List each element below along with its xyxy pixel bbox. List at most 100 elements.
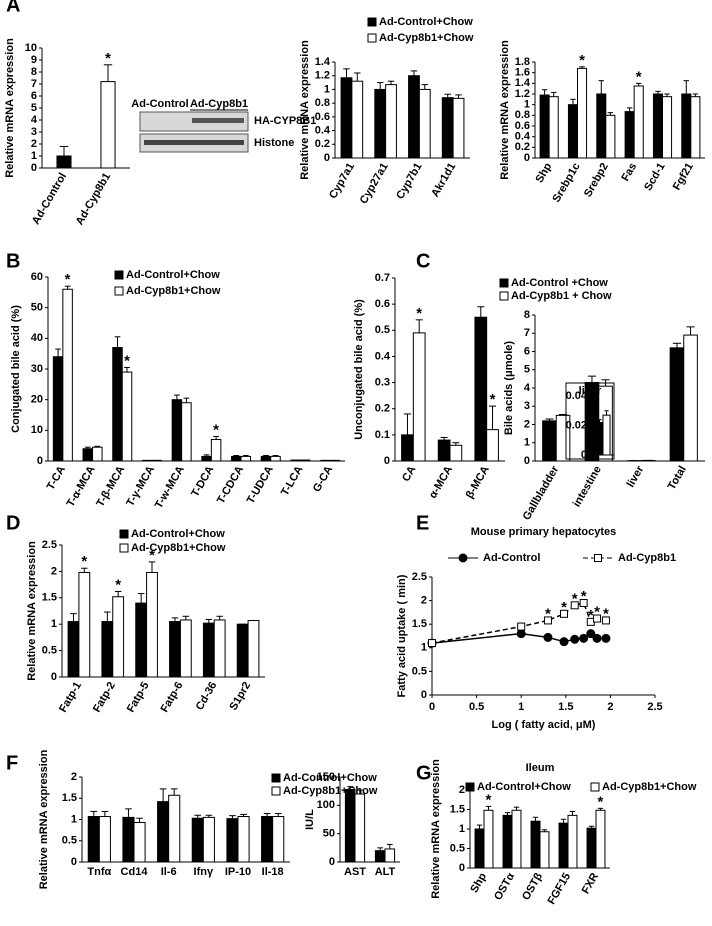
- blot-band-label: Histone: [254, 137, 294, 149]
- bar: [624, 111, 635, 159]
- legend-swatch: [499, 278, 509, 288]
- bar: [483, 809, 494, 869]
- bar: [605, 114, 616, 159]
- bar: [374, 88, 387, 159]
- y-tick-label: 20: [31, 394, 43, 406]
- bar: [92, 446, 103, 462]
- inset-frame: [565, 382, 615, 460]
- y-axis-label: Relative mRNA expression: [26, 541, 38, 681]
- significance: *: [490, 391, 496, 408]
- legend-label: Ad-Cyp8b1+Chow: [379, 32, 474, 44]
- y-tick-label: 10: [25, 42, 37, 54]
- y-tick-label: 1.4: [515, 77, 531, 89]
- bar: [452, 97, 465, 159]
- marker: [543, 616, 552, 625]
- bar: [412, 332, 426, 462]
- bar: [567, 814, 578, 869]
- marker: [592, 633, 602, 643]
- y-tick-label: 0.5: [412, 665, 427, 677]
- x-tick-label: T-UDCA: [245, 464, 276, 506]
- y-tick-label: 40: [31, 332, 43, 344]
- chart-title: Ileum: [526, 762, 555, 774]
- y-tick-label: 1.2: [315, 70, 330, 82]
- bar: [135, 602, 148, 678]
- y-tick-label: 1: [459, 823, 465, 835]
- bar: [237, 816, 250, 863]
- y-tick-label: 1: [324, 83, 330, 95]
- x-tick-label: IP-10: [225, 866, 251, 878]
- bar: [542, 420, 557, 462]
- y-tick-label: 1.6: [515, 67, 530, 79]
- bar: [344, 788, 356, 863]
- marker: [601, 616, 610, 625]
- legend-swatch: [590, 782, 600, 792]
- y-tick-label: 4: [524, 382, 531, 394]
- bar: [181, 402, 192, 462]
- x-tick-label: T-γ-MCA: [124, 464, 157, 509]
- marker: [601, 633, 611, 643]
- y-tick-label: 1: [71, 813, 77, 825]
- legend-label: Ad-Control +Chow: [511, 277, 608, 289]
- y-axis-label: Relative mRNA expression: [499, 40, 511, 180]
- significance: *: [213, 421, 219, 438]
- bar: [226, 818, 239, 863]
- bar: [401, 434, 414, 462]
- x-tick-label: 2: [607, 701, 613, 713]
- bar: [602, 414, 611, 456]
- x-tick-label: Fatp-2: [91, 680, 118, 715]
- y-tick-label: 1: [51, 618, 57, 630]
- bar: [121, 371, 133, 462]
- legend-swatch: [119, 529, 129, 539]
- y-tick-label: 0.6: [375, 298, 390, 310]
- marker: [570, 601, 579, 610]
- x-tick-label: 2.5: [647, 701, 662, 713]
- significance: *: [105, 50, 111, 67]
- bar: [441, 97, 454, 159]
- x-tick-label: Srebp2: [582, 161, 611, 199]
- y-tick-label: 0.2: [315, 138, 330, 150]
- inset-title: liver: [579, 385, 602, 397]
- legend-swatch: [367, 33, 377, 43]
- bar: [270, 455, 281, 462]
- x-tick-label: Shp: [468, 871, 489, 895]
- marker: [570, 634, 580, 644]
- x-tick-label: Il-6: [161, 866, 177, 878]
- marker: [579, 598, 588, 607]
- line: [431, 602, 607, 644]
- significance: *: [594, 604, 600, 621]
- x-tick-label: 1.5: [558, 701, 573, 713]
- bar: [486, 429, 499, 462]
- bar: [449, 444, 463, 462]
- y-tick-label: 1: [524, 99, 530, 111]
- significance: *: [545, 605, 551, 622]
- y-tick-label: 0.5: [42, 645, 57, 657]
- x-tick-label: β-MCA: [464, 464, 492, 501]
- y-tick-label: 1.5: [62, 792, 77, 804]
- significance: *: [561, 599, 567, 616]
- legend-label: Ad-Control: [483, 552, 540, 564]
- legend-swatch: [114, 286, 124, 296]
- y-tick-label: 0: [51, 671, 57, 683]
- x-tick-label: ALT: [375, 866, 396, 878]
- y-tick-label: 0.6: [515, 120, 530, 132]
- bar: [354, 793, 366, 863]
- y-tick-label: 3: [31, 126, 37, 138]
- western-blot: Ad-Control Ad-Cyp8b1 HA-CYP8B1 Histone: [131, 98, 316, 153]
- bar: [418, 88, 431, 159]
- y-tick-label: 1.5: [42, 592, 57, 604]
- y-tick-label: 7: [524, 327, 530, 339]
- bar: [437, 439, 451, 462]
- x-tick-label: T-β-MCA: [94, 464, 127, 509]
- x-tick-label: S1pr2: [228, 680, 254, 712]
- bar: [101, 621, 114, 678]
- y-tick-label: 1.8: [515, 56, 530, 68]
- x-tick-label: intestine: [571, 464, 604, 509]
- y-tick-label: 0.5: [62, 835, 77, 847]
- bar: [62, 288, 73, 462]
- bar: [669, 347, 685, 462]
- y-tick-label: 2.5: [412, 571, 427, 583]
- y-tick-label: 2: [51, 565, 57, 577]
- bar: [340, 77, 353, 159]
- bar: [100, 81, 116, 169]
- y-axis-label: Conjugated bile acid (%): [10, 305, 22, 433]
